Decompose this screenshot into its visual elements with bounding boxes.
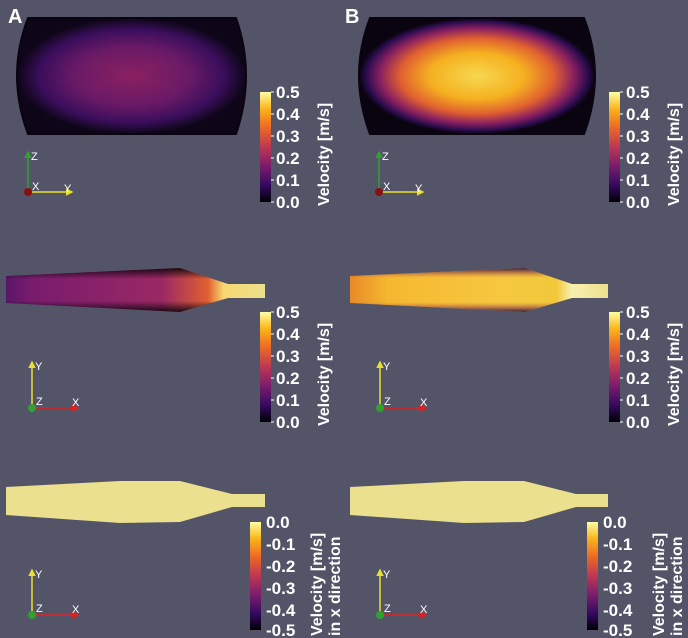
axis-label: Z <box>31 151 38 163</box>
tick-label: 0.4 <box>276 325 300 344</box>
axis-label: X <box>420 604 428 616</box>
axis-label: Y <box>35 569 43 581</box>
colorbar-tick-marks <box>271 91 623 423</box>
colorbar-title: Velocity [m/s] <box>651 533 668 636</box>
tick-label: 0.3 <box>276 127 300 146</box>
tick-label: 0.1 <box>276 171 300 190</box>
orientation-axes-b2: Y Z X <box>376 360 428 412</box>
tick-label: 0.0 <box>276 413 300 432</box>
tick-label: -0.3 <box>266 579 295 598</box>
orientation-axes-a1: Z X Y <box>24 150 74 196</box>
tick-label: -0.1 <box>603 535 632 554</box>
colorbar-velocity-long-a: 0.5 0.4 0.3 0.2 0.1 0.0 Velocity [m/s] <box>260 303 333 432</box>
axis-label: Z <box>36 603 43 615</box>
panel-label-b: B <box>345 6 360 28</box>
orientation-axes-b1: Z X Y <box>375 150 425 196</box>
axis-label: Z <box>384 603 391 615</box>
axis-label: X <box>72 604 80 616</box>
tick-label: -0.5 <box>603 621 632 638</box>
colorbar-velocity-long-b: 0.5 0.4 0.3 0.2 0.1 0.0 Velocity [m/s] <box>609 303 683 432</box>
tick-label: 0.1 <box>626 391 650 410</box>
axis-label: X <box>72 397 80 409</box>
colorbar-velocity-x-b: 0.0 -0.1 -0.2 -0.3 -0.4 -0.5 Velocity [m… <box>587 513 686 638</box>
orientation-axes-a3: Y Z X <box>28 568 80 619</box>
colorbar-velocity-x-a: 0.0 -0.1 -0.2 -0.3 -0.4 -0.5 Velocity [m… <box>250 513 344 638</box>
axis-label: Y <box>383 361 391 373</box>
tick-label: -0.1 <box>266 535 295 554</box>
tick-label: 0.0 <box>266 513 290 532</box>
tick-label: 0.1 <box>626 171 650 190</box>
axis-label: Y <box>383 569 391 581</box>
axis-label: Y <box>64 183 72 195</box>
x-velocity-section-b <box>350 481 608 523</box>
cross-section-a <box>16 17 247 135</box>
colorbar-title: Velocity [m/s] <box>666 323 683 426</box>
tick-label: 0.5 <box>276 303 300 322</box>
tick-label: 0.4 <box>276 105 300 124</box>
longitudinal-section-a <box>6 268 265 312</box>
tick-label: 0.0 <box>603 513 627 532</box>
colorbar-velocity-a: 0.5 0.4 0.3 0.2 0.1 0.0 Velocity [m/s] <box>260 83 333 212</box>
axis-label: Z <box>36 396 43 408</box>
orientation-axes-a2: Y Z X <box>28 360 80 412</box>
tick-label: -0.4 <box>603 601 633 620</box>
axis-label: Y <box>35 361 43 373</box>
colorbar-title: Velocity [m/s] <box>666 103 683 206</box>
tick-label: 0.2 <box>276 369 300 388</box>
tick-label: 0.5 <box>276 83 300 102</box>
tick-label: 0.4 <box>626 105 650 124</box>
tick-label: 0.3 <box>626 347 650 366</box>
colorbar-title: Velocity [m/s] <box>316 323 333 426</box>
axis-label: X <box>383 181 391 193</box>
tick-label: 0.2 <box>626 149 650 168</box>
colorbar-title: Velocity [m/s] <box>316 103 333 206</box>
tick-label: -0.2 <box>266 557 295 576</box>
tick-label: 0.5 <box>626 303 650 322</box>
tick-label: -0.3 <box>603 579 632 598</box>
tick-label: 0.0 <box>276 193 300 212</box>
tick-label: 0.3 <box>626 127 650 146</box>
tick-label: 0.2 <box>276 149 300 168</box>
axis-label: X <box>32 181 40 193</box>
tick-label: 0.0 <box>626 413 650 432</box>
longitudinal-section-b <box>350 268 608 312</box>
tick-label: -0.4 <box>266 601 296 620</box>
colorbar-title: in x direction <box>669 536 686 636</box>
axis-label: Z <box>382 151 389 163</box>
colorbar-title: in x direction <box>327 536 344 636</box>
axis-label: Z <box>384 396 391 408</box>
tick-label: 0.4 <box>626 325 650 344</box>
orientation-axes-b3: Y Z X <box>376 568 428 619</box>
tick-label: 0.1 <box>276 391 300 410</box>
tick-label: -0.2 <box>603 557 632 576</box>
colorbar-title: Velocity [m/s] <box>309 533 326 636</box>
cross-section-b <box>358 17 596 135</box>
tick-label: -0.5 <box>266 621 295 638</box>
tick-label: 0.5 <box>626 83 650 102</box>
panel-label-a: A <box>8 6 23 28</box>
x-velocity-section-a <box>6 481 265 523</box>
tick-label: 0.0 <box>626 193 650 212</box>
colorbar-velocity-b: 0.5 0.4 0.3 0.2 0.1 0.0 Velocity [m/s] <box>609 83 683 212</box>
tick-label: 0.2 <box>626 369 650 388</box>
axis-label: Y <box>415 183 423 195</box>
axis-label: X <box>420 397 428 409</box>
tick-label: 0.3 <box>276 347 300 366</box>
